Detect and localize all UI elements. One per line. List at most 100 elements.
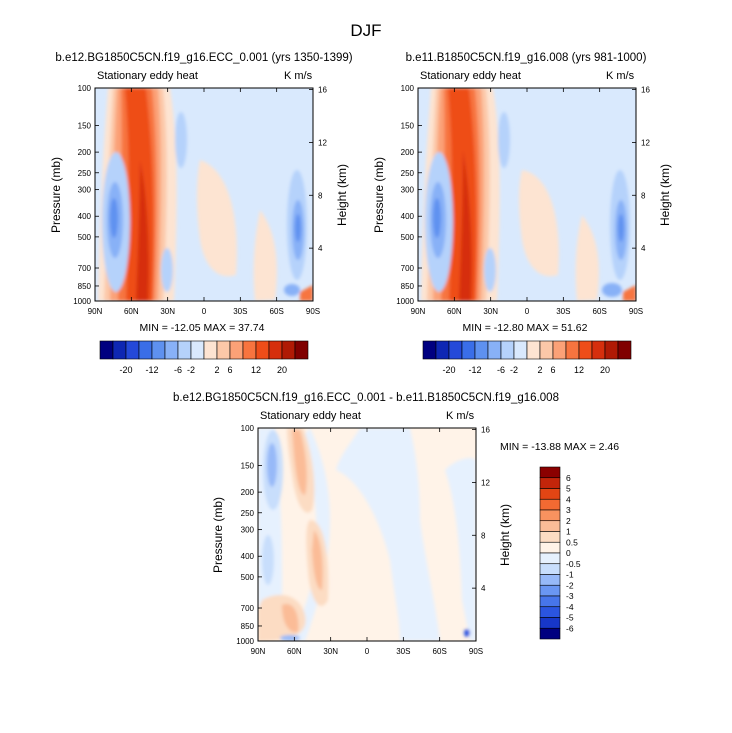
colorbar-box — [422, 340, 437, 360]
y-tick-label: 200 — [241, 488, 255, 497]
colorbar-box — [229, 340, 244, 360]
colorbar-box — [539, 466, 561, 479]
y-tick-label: 250 — [241, 509, 255, 518]
colorbar-label: 2 — [537, 365, 542, 375]
colorbar-box — [539, 563, 561, 575]
colorbar-box — [539, 340, 554, 360]
y2-tick-label: 4 — [481, 584, 486, 593]
colorbar-label: -1 — [566, 570, 574, 580]
y-tick-label: 150 — [241, 462, 255, 471]
colorbar-box — [203, 340, 218, 360]
colorbar-box — [500, 340, 515, 360]
y-axis-label: Pressure (mb) — [49, 157, 63, 233]
x-tick-label: 60S — [270, 307, 284, 316]
colorbar-label: -20 — [442, 365, 455, 375]
x-tick-label: 90N — [88, 307, 103, 316]
y2-axis-label: Height (km) — [498, 504, 512, 566]
y-tick-label: 500 — [78, 233, 92, 242]
x-tick-label: 30N — [323, 647, 338, 656]
x-tick-label: 90S — [629, 307, 643, 316]
y-axis: 100 150 200 250 300 400 500 700 850 1000 16 12 8 4 — [236, 424, 490, 646]
colorbar-box — [565, 340, 580, 360]
colorbar-box — [138, 340, 153, 360]
contour-field — [258, 428, 476, 641]
colorbar-box — [539, 531, 561, 543]
colorbar-box — [578, 340, 593, 360]
x-tick-label: 90N — [411, 307, 426, 316]
y-tick-label: 250 — [78, 169, 92, 178]
y-tick-label: 850 — [401, 282, 415, 291]
colorbar-label: -12 — [145, 365, 158, 375]
colorbar-label: 4 — [566, 494, 571, 504]
colorbar-label: -6 — [174, 365, 182, 375]
colorbar-box — [268, 340, 283, 360]
y-tick-label: 1000 — [236, 637, 254, 646]
colorbar-box — [539, 584, 561, 597]
x-axis: 90N 60N 30N 0 30S 60S 90S — [251, 428, 483, 656]
colorbar-horizontal: -20 -12 -6 -2 2 6 12 20 — [99, 340, 309, 375]
x-tick-label: 60N — [124, 307, 139, 316]
y-tick-label: 100 — [401, 84, 415, 93]
y-axis: 100 150 200 250 300 400 500 700 850 1000 16 12 8 4 — [396, 84, 650, 306]
colorbar-box — [164, 340, 179, 360]
y-tick-label: 100 — [241, 424, 255, 433]
colorbar-box — [552, 340, 567, 360]
colorbar-box — [539, 477, 561, 489]
x-tick-label: 30S — [396, 647, 410, 656]
colorbar-label: -12 — [468, 365, 481, 375]
y-tick-label: 150 — [78, 122, 92, 131]
stats-label: MIN = -13.88 MAX = 2.46 — [500, 441, 619, 453]
colorbar-label: 1 — [566, 527, 571, 537]
colorbar-box — [539, 541, 561, 554]
colorbar-box — [448, 340, 463, 360]
x-tick-label: 90S — [469, 647, 483, 656]
x-tick-label: 60S — [593, 307, 607, 316]
y-axis-label: Pressure (mb) — [372, 157, 386, 233]
stats-label: MIN = -12.80 MAX = 51.62 — [463, 322, 588, 334]
y2-tick-label: 16 — [641, 86, 650, 95]
y-tick-label: 300 — [241, 526, 255, 535]
colorbar-label: -3 — [566, 591, 574, 601]
colorbar-label: 3 — [566, 505, 571, 515]
colorbar-box — [435, 340, 450, 360]
y2-tick-label: 4 — [641, 244, 646, 253]
x-tick-label: 60S — [433, 647, 447, 656]
colorbar-label: 6 — [566, 473, 571, 483]
colorbar-label: -5 — [566, 613, 574, 623]
panel-title: b.e12.BG1850C5CN.f19_g16.ECC_0.001 - b.e… — [173, 392, 559, 404]
colorbar-box — [591, 340, 606, 360]
contour-field — [98, 88, 313, 301]
colorbar-label: -20 — [119, 365, 132, 375]
x-tick-label: 30N — [160, 307, 175, 316]
colorbar-box — [617, 340, 632, 360]
colorbar-label: 20 — [277, 365, 287, 375]
colorbar-box — [461, 340, 476, 360]
colorbar-label: 0.5 — [566, 537, 578, 547]
stats-label: MIN = -12.05 MAX = 37.74 — [140, 322, 265, 334]
y-tick-label: 500 — [241, 573, 255, 582]
y-tick-label: 200 — [78, 148, 92, 157]
y-tick-label: 300 — [78, 186, 92, 195]
variable-label: Stationary eddy heat — [420, 70, 521, 82]
x-tick-label: 0 — [525, 307, 530, 316]
colorbar-label: 2 — [566, 516, 571, 526]
y2-tick-label: 12 — [318, 138, 327, 147]
colorbar-label: -6 — [566, 623, 574, 633]
y-tick-label: 100 — [78, 84, 92, 93]
y2-tick-label: 8 — [318, 191, 323, 200]
colorbar-box — [539, 520, 561, 532]
y2-tick-label: 4 — [318, 244, 323, 253]
panel-title: b.e11.B1850C5CN.f19_g16.008 (yrs 981-100… — [406, 52, 647, 64]
colorbar-box — [151, 340, 166, 360]
colorbar-label: 5 — [566, 484, 571, 494]
colorbar-box — [526, 340, 541, 360]
colorbar-box — [539, 509, 561, 522]
y-tick-label: 150 — [401, 122, 415, 131]
x-tick-label: 30N — [483, 307, 498, 316]
x-tick-label: 0 — [365, 647, 370, 656]
colorbar-box — [255, 340, 270, 360]
colorbar-box — [487, 340, 502, 360]
x-tick-label: 60N — [447, 307, 462, 316]
colorbar-box — [112, 340, 127, 360]
y2-tick-label: 12 — [641, 138, 650, 147]
